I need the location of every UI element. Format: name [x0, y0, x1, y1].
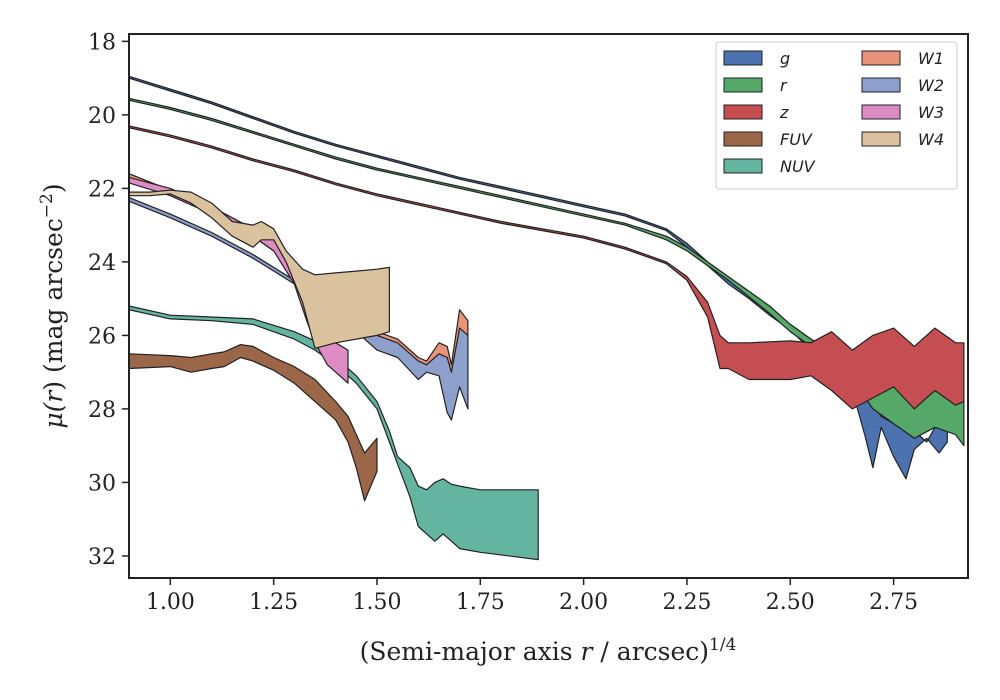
x-axis: 1.00 1.25 1.50 1.75 2.00 2.25 2.50 2.75: [146, 578, 918, 615]
legend-label: g: [780, 49, 790, 68]
legend-swatch: [861, 50, 901, 66]
y-tick-label: 28: [88, 398, 116, 423]
y-axis-label: μ(r) (mag arcsec−2): [37, 183, 68, 428]
legend-item-w1: W1: [861, 49, 944, 68]
legend-label: W3: [918, 103, 944, 122]
series-band-w4: [129, 189, 390, 349]
legend-swatch: [861, 104, 901, 120]
y-axis: 18 20 22 24 26 28 30 32: [88, 30, 129, 570]
x-tick-label: 1.50: [352, 590, 401, 615]
legend-swatch: [723, 50, 763, 66]
x-tick-label: 2.50: [766, 590, 815, 615]
legend-item-nuv: NUV: [723, 157, 816, 176]
legend-swatch: [723, 104, 763, 120]
y-tick-label: 22: [88, 177, 116, 202]
x-tick-label: 2.75: [869, 590, 918, 615]
legend-label: FUV: [780, 130, 813, 149]
x-tick-label: 1.25: [249, 590, 298, 615]
legend-item-w4: W4: [861, 130, 944, 149]
y-tick-label: 26: [88, 324, 116, 349]
legend-label: z: [779, 103, 789, 122]
legend-label: W1: [918, 49, 944, 68]
x-tick-label: 1.00: [146, 590, 195, 615]
legend-item-w2: W2: [861, 76, 944, 95]
series-band-z: [129, 125, 965, 410]
y-tick-label: 20: [88, 104, 116, 129]
legend-swatch: [723, 77, 763, 93]
legend-item-w3: W3: [861, 103, 944, 122]
series-band-fuv: [129, 344, 378, 502]
series-band-g: [129, 75, 948, 480]
legend-swatch: [861, 131, 901, 147]
legend-label: W2: [918, 76, 944, 95]
legend-item-r: r: [723, 76, 788, 95]
legend-swatch: [861, 77, 901, 93]
legend: grz FUV NUV W1 W2 W3 W4: [715, 41, 958, 190]
y-tick-label: 18: [88, 30, 116, 55]
y-tick-label: 30: [88, 471, 116, 496]
plot-frame: [128, 33, 969, 579]
x-axis-label: (Semi-major axis r / arcsec)1/4: [360, 635, 737, 666]
legend-label: NUV: [780, 157, 816, 176]
x-tick-label: 2.00: [559, 590, 608, 615]
legend-item-g: g: [723, 49, 790, 68]
x-tick-label: 2.25: [662, 590, 711, 615]
x-tick-label: 1.75: [456, 590, 505, 615]
legend-swatch: [723, 158, 763, 174]
series-band-r: [129, 97, 965, 447]
y-tick-label: 24: [88, 251, 116, 276]
legend-swatch: [723, 131, 763, 147]
legend-item-z: z: [723, 103, 789, 122]
legend-label: r: [780, 76, 788, 95]
legend-label: W4: [918, 130, 944, 149]
legend-item-fuv: FUV: [723, 130, 813, 149]
y-tick-label: 32: [88, 545, 116, 570]
series-layer: [129, 75, 965, 561]
